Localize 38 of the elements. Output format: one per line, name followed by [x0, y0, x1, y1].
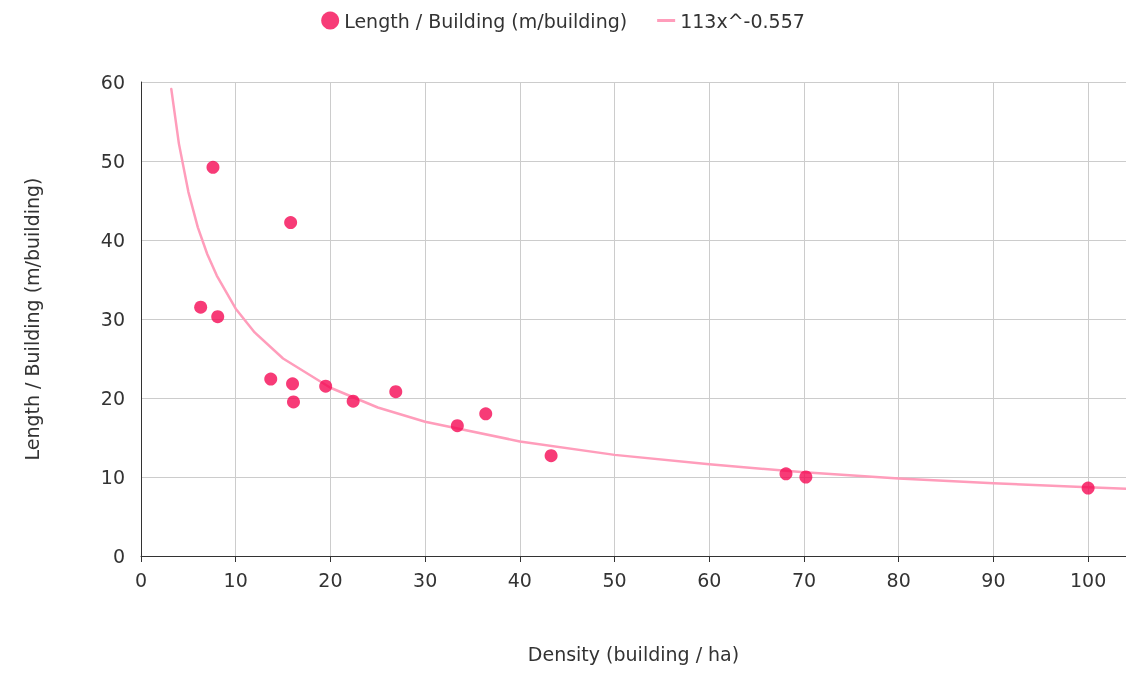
x-tick-label: 20 [318, 568, 343, 591]
point [211, 310, 225, 324]
y-tick-label: 50 [100, 150, 125, 172]
x-tick-label: 10 [223, 568, 248, 591]
y-tick-label: 0 [112, 545, 125, 567]
point [544, 449, 558, 463]
x-tick-label: 40 [507, 568, 532, 591]
x-tick-label: 30 [413, 568, 438, 591]
point [799, 470, 813, 484]
legend-label: Length / Building (m/building) [344, 9, 628, 32]
x-tick-label: 50 [602, 568, 627, 591]
point [1081, 481, 1095, 495]
x-tick-label: 90 [981, 568, 1006, 591]
y-axis-title: Length / Building (m/building) [20, 177, 43, 461]
point [194, 300, 208, 314]
y-tick-label: 60 [100, 71, 125, 93]
y-tick-label: 10 [100, 466, 125, 488]
point [284, 216, 298, 230]
x-tick-label: 100 [1069, 568, 1107, 591]
x-tick-label: 60 [697, 568, 722, 591]
point [264, 372, 278, 386]
point [389, 385, 403, 399]
point [450, 419, 464, 433]
point [287, 395, 300, 409]
x-tick-label: 70 [791, 568, 817, 591]
x-tick-label: 80 [886, 568, 911, 591]
y-tick-label: 20 [100, 387, 125, 409]
point [346, 394, 360, 408]
y-tick-label: 40 [100, 229, 125, 251]
x-tick-label: 0 [134, 568, 148, 591]
point [779, 467, 793, 481]
point [479, 407, 493, 421]
point [319, 379, 333, 393]
y-tick-label: 30 [100, 308, 125, 330]
point [206, 160, 220, 174]
x-axis-title: Density (building / ha) [527, 642, 740, 665]
legend-label: 113x^-0.557 [680, 9, 805, 32]
point [286, 377, 300, 391]
